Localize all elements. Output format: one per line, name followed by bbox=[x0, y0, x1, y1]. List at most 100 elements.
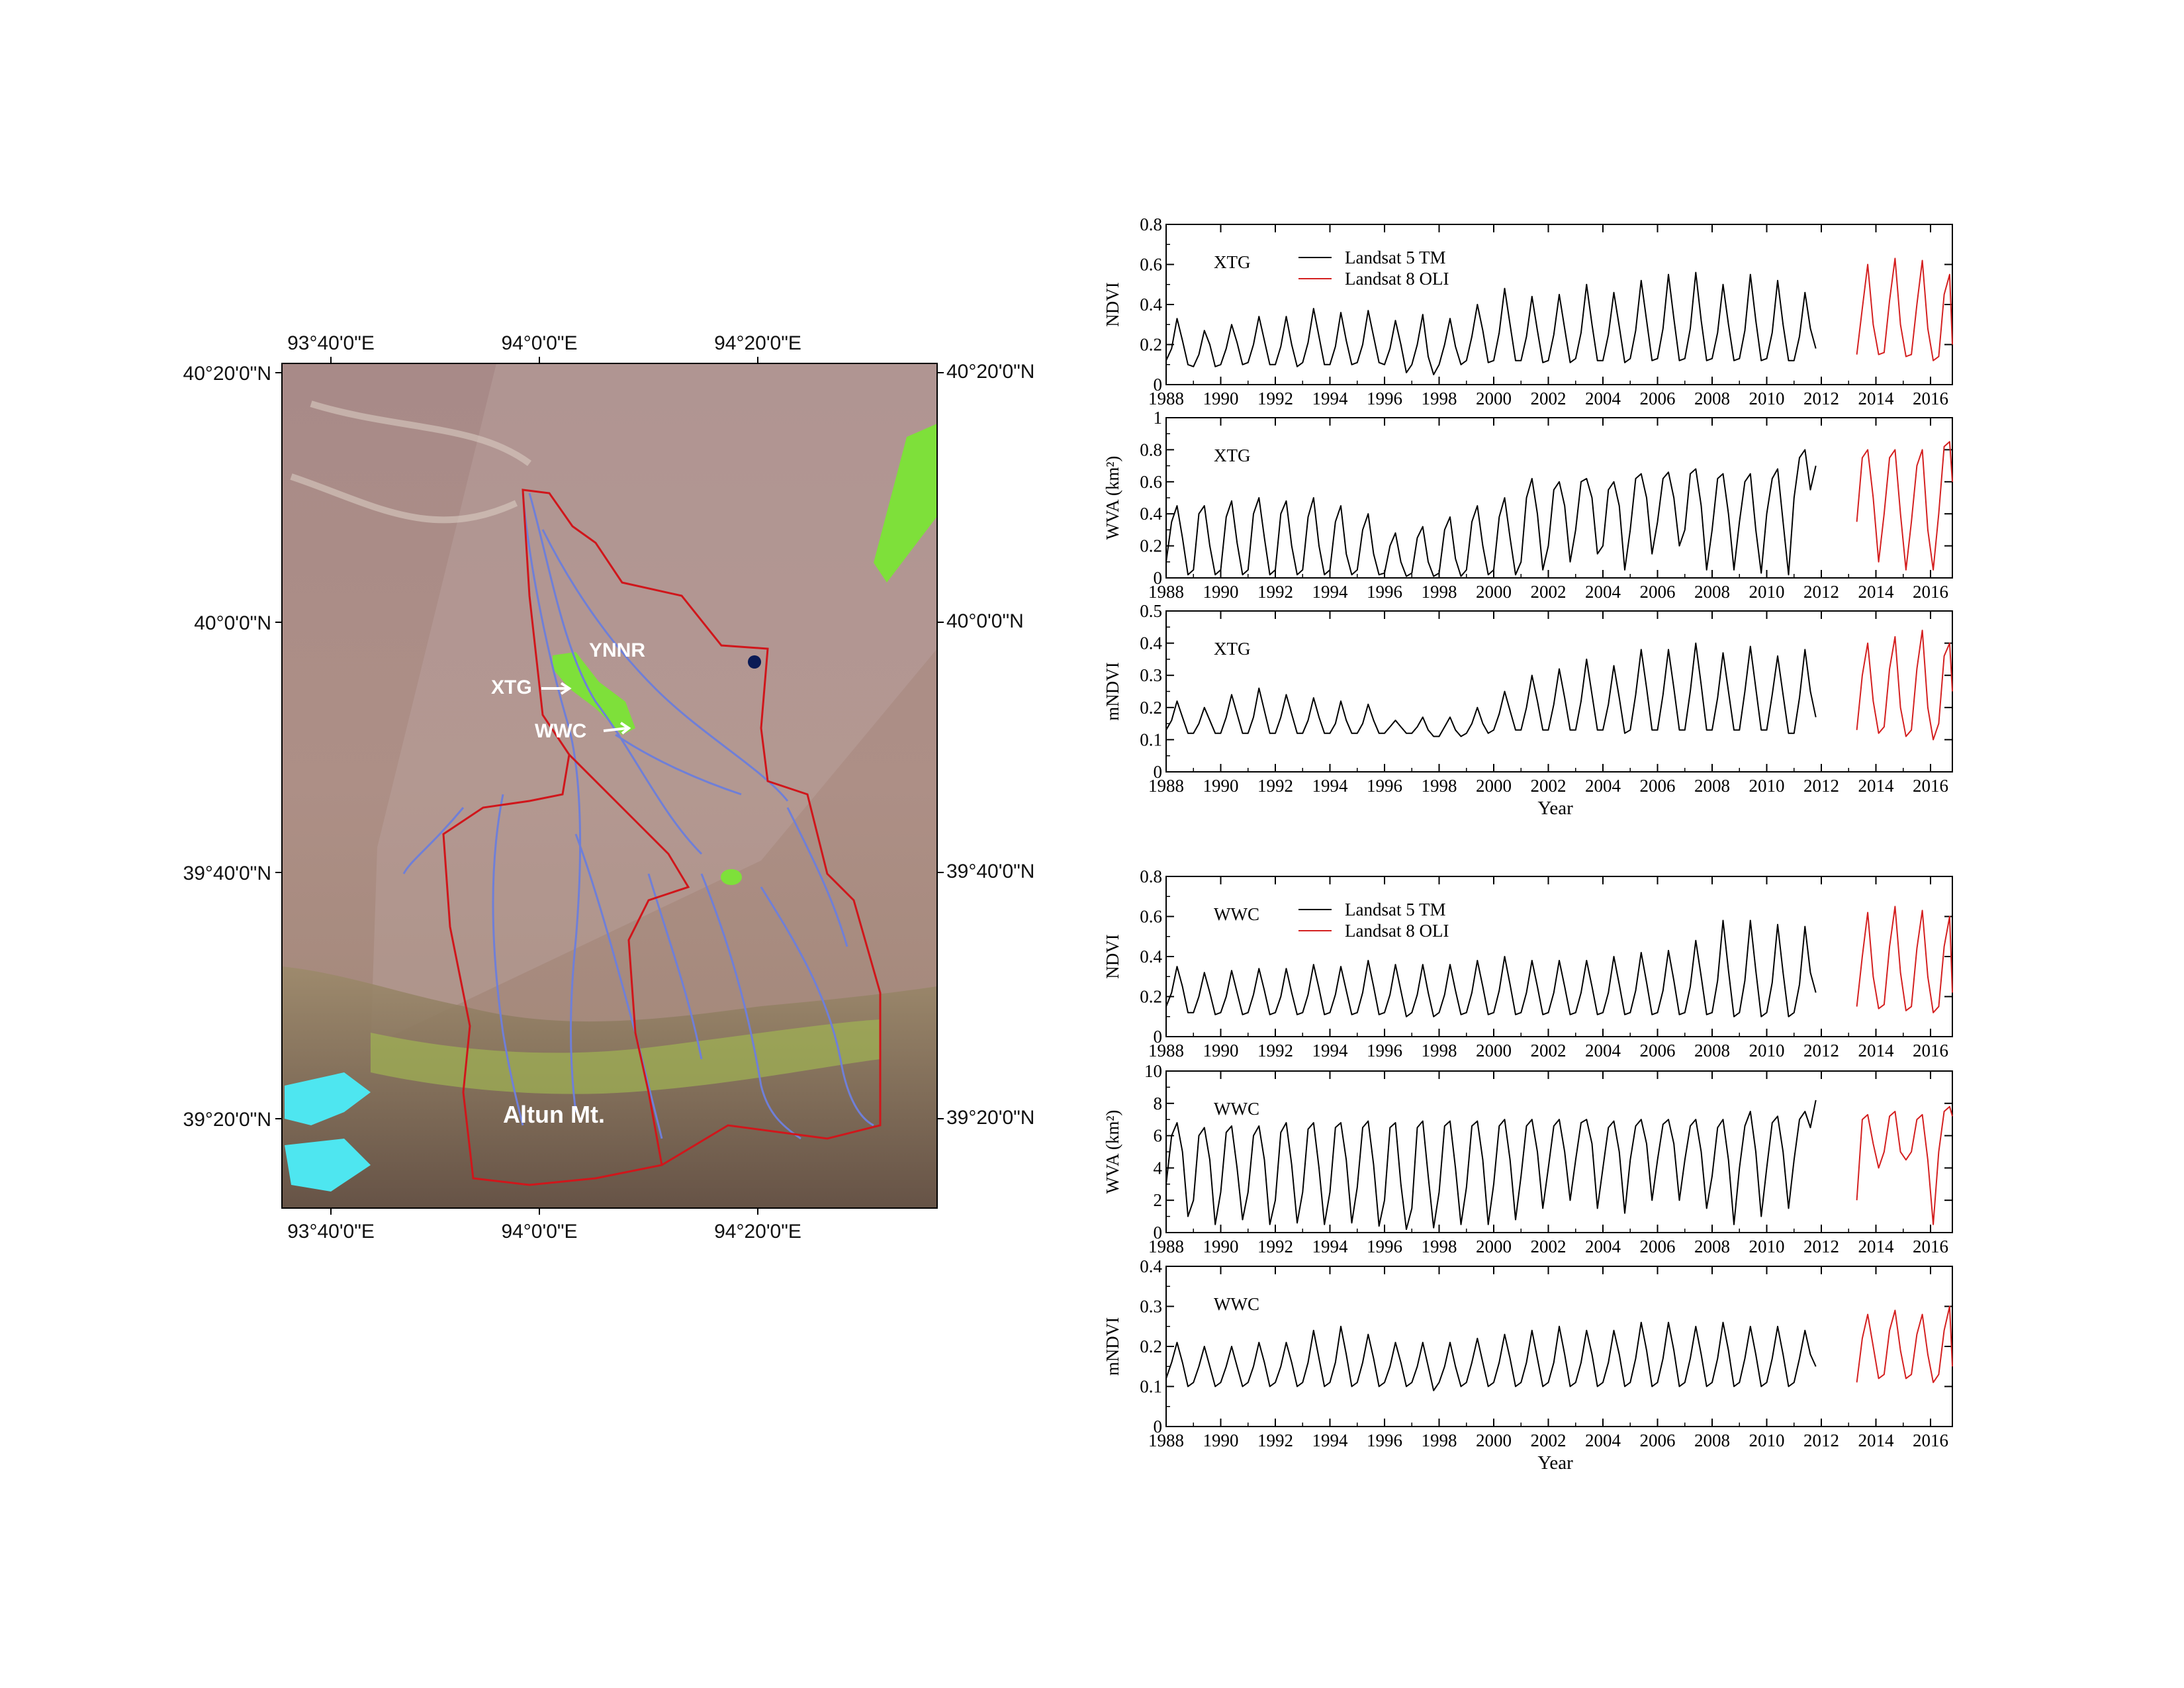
x-tick-label: 2008 bbox=[1694, 389, 1730, 408]
chart-panel-xtg-1: 0 0.2 0.4 0.6 0.8 1988 1990 1992 1994 1996 1998 200… bbox=[1103, 214, 1953, 408]
x-tick-label: 1992 bbox=[1257, 1430, 1293, 1450]
x-tick-label: 2014 bbox=[1858, 389, 1895, 408]
site-label: WWC bbox=[1214, 904, 1259, 924]
y-tick-label: 0.6 bbox=[1140, 472, 1162, 492]
x-tick-label: 1994 bbox=[1312, 389, 1349, 408]
x-tick-label: 1996 bbox=[1367, 1430, 1402, 1450]
x-tick-label: 2016 bbox=[1913, 1237, 1948, 1256]
x-tick-label: 2010 bbox=[1749, 1041, 1785, 1060]
x-tick-label: 2010 bbox=[1749, 776, 1785, 796]
y-tick-label: 0.2 bbox=[1140, 987, 1162, 1007]
river-network bbox=[402, 492, 874, 1140]
x-tick-label: 1990 bbox=[1203, 1041, 1239, 1060]
lat-label-right-1: 40°20'0"N bbox=[946, 361, 1034, 383]
x-tick-label: 2004 bbox=[1585, 1041, 1621, 1060]
y-tick-label: 0.3 bbox=[1140, 665, 1162, 685]
site-label: WWC bbox=[1214, 1099, 1259, 1119]
x-tick-label: 1992 bbox=[1257, 389, 1293, 408]
y-axis-label: NDVI bbox=[1103, 282, 1122, 327]
y-tick-label: 1 bbox=[1154, 408, 1163, 428]
y-axis-label: WVA (km²) bbox=[1103, 456, 1122, 540]
x-tick-label: 1988 bbox=[1148, 1430, 1184, 1450]
site-label-xtg: XTG bbox=[491, 677, 532, 698]
lon-label-top-1: 93°40'0"E bbox=[287, 332, 375, 354]
map-frame bbox=[281, 363, 938, 1209]
chart-panel-wwc-5: 0 2 4 6 8 10 1988 1990 1992 1994 1996 1998 2000 2002 2… bbox=[1103, 1061, 1953, 1256]
x-tick-label: 2008 bbox=[1694, 1430, 1730, 1450]
y-tick-label: 0.2 bbox=[1140, 1336, 1162, 1356]
x-tick-label: 2012 bbox=[1803, 389, 1839, 408]
series-line-landsat8-oli bbox=[1856, 1105, 1953, 1225]
y-tick-label: 0.6 bbox=[1140, 907, 1162, 927]
x-tick-label: 2014 bbox=[1858, 582, 1895, 602]
legend-label-oli: Landsat 8 OLI bbox=[1345, 269, 1449, 289]
x-tick-label: 1988 bbox=[1148, 1237, 1184, 1256]
scene-seam-overlay bbox=[371, 363, 937, 1046]
x-tick-label: 1992 bbox=[1257, 1237, 1293, 1256]
xtg-arrow-icon bbox=[541, 682, 572, 695]
lon-label-bottom-1: 93°40'0"E bbox=[287, 1221, 375, 1243]
x-tick-label: 2014 bbox=[1858, 1430, 1895, 1450]
farmland-east bbox=[874, 424, 937, 583]
x-tick-label: 2002 bbox=[1531, 1041, 1567, 1060]
x-tick-label: 2008 bbox=[1694, 776, 1730, 796]
y-tick-label: 0.2 bbox=[1140, 335, 1162, 355]
x-tick-label: 2010 bbox=[1749, 389, 1785, 408]
x-tick-label: 1994 bbox=[1312, 1237, 1349, 1256]
lat-label-right-2: 40°0'0"N bbox=[946, 610, 1024, 632]
y-tick-label: 0 bbox=[1154, 1027, 1163, 1047]
chart-panel-wwc-6: 0 0.1 0.2 0.3 0.4 1988 1990 1992 1994 1996 1998 200… bbox=[1103, 1256, 1953, 1474]
x-tick-label: 2014 bbox=[1858, 1237, 1895, 1256]
chart-panel-wwc-4: 0 0.2 0.4 0.6 0.8 1988 1990 1992 1994 1996 1998 200… bbox=[1103, 867, 1953, 1060]
legend: Landsat 5 TM Landsat 8 OLI bbox=[1298, 900, 1449, 941]
y-tick-label: 0.4 bbox=[1140, 947, 1162, 966]
plot-frame bbox=[1165, 224, 1953, 385]
lat-label-right-3: 39°40'0"N bbox=[946, 861, 1034, 882]
x-tick-label: 1996 bbox=[1367, 1237, 1402, 1256]
x-tick-label: 1988 bbox=[1148, 776, 1184, 796]
map-graticule-ticks bbox=[275, 357, 944, 1215]
x-tick-label: 1992 bbox=[1257, 582, 1293, 602]
x-tick-label: 1988 bbox=[1148, 1041, 1184, 1060]
x-tick-label: 2008 bbox=[1694, 1237, 1730, 1256]
lat-label-left-4: 39°20'0"N bbox=[183, 1109, 271, 1131]
x-tick-label: 1990 bbox=[1203, 1237, 1239, 1256]
y-tick-label: 8 bbox=[1154, 1094, 1163, 1113]
x-tick-label: 2004 bbox=[1585, 776, 1621, 796]
lon-label-top-2: 94°0'0"E bbox=[501, 332, 577, 354]
x-tick-label: 1992 bbox=[1257, 776, 1293, 796]
x-tick-label: 2016 bbox=[1913, 776, 1948, 796]
y-tick-label: 0.2 bbox=[1140, 698, 1162, 718]
x-tick-label: 2016 bbox=[1913, 1430, 1948, 1450]
site-label: WWC bbox=[1214, 1294, 1259, 1314]
x-tick-label: 2002 bbox=[1531, 776, 1567, 796]
x-tick-label: 2012 bbox=[1803, 776, 1839, 796]
series-line-landsat5-tm bbox=[1165, 642, 1817, 737]
x-tick-label: 2012 bbox=[1803, 1041, 1839, 1060]
x-tick-label: 2004 bbox=[1585, 1430, 1621, 1450]
x-tick-label: 2002 bbox=[1531, 1237, 1567, 1256]
y-tick-label: 0.4 bbox=[1140, 504, 1162, 524]
y-tick-label: 0.5 bbox=[1140, 601, 1162, 621]
y-tick-label: 0 bbox=[1154, 1417, 1163, 1436]
x-tick-label: 1990 bbox=[1203, 389, 1239, 408]
site-label: XTG bbox=[1214, 252, 1251, 272]
x-tick-label: 2002 bbox=[1531, 1430, 1567, 1450]
x-axis-title: Year bbox=[1537, 798, 1573, 819]
x-tick-label: 2000 bbox=[1476, 1237, 1512, 1256]
x-tick-label: 1994 bbox=[1312, 776, 1349, 796]
wetland-vegetation bbox=[553, 652, 635, 735]
oasis-vegetation bbox=[721, 869, 742, 885]
plot-frame bbox=[1165, 1266, 1953, 1427]
x-tick-label: 2012 bbox=[1803, 582, 1839, 602]
y-axis-label: mNDVI bbox=[1103, 1317, 1122, 1376]
x-tick-label: 1994 bbox=[1312, 1041, 1349, 1060]
legend-label-tm: Landsat 5 TM bbox=[1345, 248, 1445, 267]
x-tick-label: 1998 bbox=[1422, 776, 1457, 796]
chart-panel-xtg-2: 0 0.2 0.4 0.6 0.8 1 1988 1990 1992 1994 1996 1998 20… bbox=[1103, 408, 1953, 602]
y-axis-label: NDVI bbox=[1103, 934, 1122, 979]
lon-label-bottom-3: 94°20'0"E bbox=[714, 1221, 801, 1243]
x-tick-label: 1994 bbox=[1312, 582, 1349, 602]
site-label: XTG bbox=[1214, 445, 1251, 465]
